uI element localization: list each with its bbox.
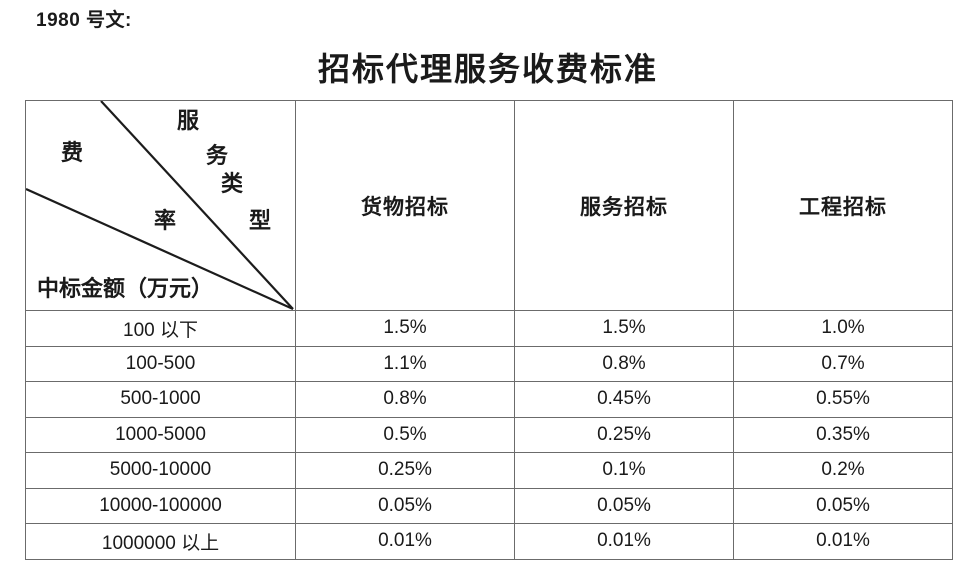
rate-value: 0.35%: [816, 423, 870, 445]
table-row: 100 以下 1.5% 1.5% 1.0%: [25, 310, 953, 347]
table-corner-cell: 服 务 类 型 费 率 中标金额（万元）: [25, 100, 296, 311]
column-header-service: 服务招标: [514, 100, 734, 311]
amount-cell: 500-1000: [25, 381, 296, 418]
corner-amount-label: 中标金额（万元）: [37, 276, 214, 301]
diagonal-split-lines: [26, 101, 294, 310]
rate-cell-service: 0.05%: [514, 487, 734, 524]
rate-cell-engineering: 0.2%: [733, 452, 953, 489]
table-row: 5000-10000 0.25% 0.1% 0.2%: [25, 452, 953, 489]
rate-cell-goods: 0.05%: [295, 487, 515, 524]
amount-cell: 100-500: [25, 345, 296, 382]
rate-value: 0.8%: [383, 388, 427, 410]
fee-table: 服 务 类 型 费 率 中标金额（万元） 货物招标 服务招标 工程招标 100 …: [25, 100, 953, 560]
rate-value: 0.1%: [602, 459, 646, 481]
rate-value: 1.0%: [821, 317, 865, 339]
amount-label: 500-1000: [120, 388, 201, 410]
rate-value: 0.05%: [597, 494, 651, 516]
table-row: 10000-100000 0.05% 0.05% 0.05%: [25, 487, 953, 524]
rate-cell-goods: 1.5%: [295, 310, 515, 347]
amount-label: 10000-100000: [99, 494, 222, 516]
table-row: 500-1000 0.8% 0.45% 0.55%: [25, 381, 953, 418]
corner-char-service-2: 务: [206, 143, 229, 168]
rate-cell-goods: 0.8%: [295, 381, 515, 418]
doc-number-label: 1980 号文:: [36, 10, 132, 31]
rate-value: 0.05%: [378, 494, 432, 516]
amount-cell: 5000-10000: [25, 452, 296, 489]
rate-cell-goods: 1.1%: [295, 345, 515, 382]
corner-char-fee-2: 率: [154, 208, 177, 233]
rate-value: 1.5%: [383, 317, 427, 339]
amount-cell: 1000-5000: [25, 416, 296, 453]
table-head: 服 务 类 型 费 率 中标金额（万元） 货物招标 服务招标 工程招标: [25, 100, 953, 311]
amount-label: 100-500: [125, 352, 196, 374]
rate-value: 0.7%: [821, 352, 865, 374]
corner-char-service-4: 型: [249, 208, 272, 233]
amount-cell: 100 以下: [25, 310, 296, 347]
amount-label: 1000-5000: [115, 423, 206, 445]
amount-cell: 10000-100000: [25, 487, 296, 524]
rate-value: 1.5%: [602, 317, 646, 339]
rate-value: 0.01%: [378, 530, 432, 552]
table-header-row: 服 务 类 型 费 率 中标金额（万元） 货物招标 服务招标 工程招标: [25, 100, 953, 311]
amount-cell: 1000000 以上: [25, 523, 296, 560]
rate-cell-goods: 0.5%: [295, 416, 515, 453]
rate-cell-service: 0.25%: [514, 416, 734, 453]
rate-cell-engineering: 0.7%: [733, 345, 953, 382]
amount-label: 1000000 以上: [101, 532, 220, 554]
rate-value: 0.5%: [383, 423, 427, 445]
rate-cell-service: 1.5%: [514, 310, 734, 347]
rate-cell-engineering: 0.35%: [733, 416, 953, 453]
rate-cell-goods: 0.25%: [295, 452, 515, 489]
rate-value: 0.45%: [597, 388, 651, 410]
rate-cell-service: 0.8%: [514, 345, 734, 382]
rate-value: 0.25%: [378, 459, 432, 481]
amount-label: 5000-10000: [109, 459, 212, 481]
rate-value: 0.05%: [816, 494, 870, 516]
rate-cell-goods: 0.01%: [295, 523, 515, 560]
rate-cell-engineering: 0.01%: [733, 523, 953, 560]
rate-cell-engineering: 1.0%: [733, 310, 953, 347]
column-header-goods: 货物招标: [295, 100, 515, 311]
corner-char-fee-1: 费: [61, 140, 84, 165]
rate-value: 0.55%: [816, 388, 870, 410]
rate-cell-engineering: 0.05%: [733, 487, 953, 524]
table-row: 1000-5000 0.5% 0.25% 0.35%: [25, 416, 953, 453]
rate-value: 0.8%: [602, 352, 646, 374]
rate-value: 0.01%: [816, 530, 870, 552]
column-header-engineering: 工程招标: [733, 100, 953, 311]
rate-cell-service: 0.01%: [514, 523, 734, 560]
rate-cell-engineering: 0.55%: [733, 381, 953, 418]
page-title: 招标代理服务收费标准: [317, 51, 658, 87]
rate-value: 0.2%: [821, 459, 865, 481]
amount-label: 100 以下: [123, 319, 198, 341]
corner-char-service-3: 类: [221, 171, 244, 196]
rate-value: 0.01%: [597, 530, 651, 552]
rate-value: 0.25%: [597, 423, 651, 445]
table-row: 100-500 1.1% 0.8% 0.7%: [25, 345, 953, 382]
table-row: 1000000 以上 0.01% 0.01% 0.01%: [25, 523, 953, 560]
table-body: 100 以下 1.5% 1.5% 1.0% 100-500 1.1% 0.8% …: [25, 310, 953, 560]
corner-char-service-1: 服: [177, 108, 200, 133]
rate-value: 1.1%: [383, 352, 427, 374]
rate-cell-service: 0.45%: [514, 381, 734, 418]
rate-cell-service: 0.1%: [514, 452, 734, 489]
